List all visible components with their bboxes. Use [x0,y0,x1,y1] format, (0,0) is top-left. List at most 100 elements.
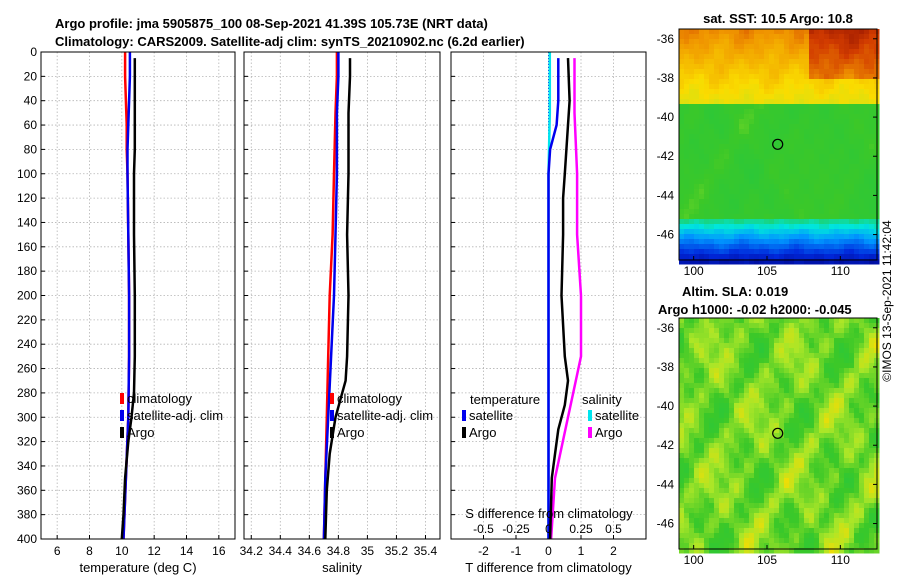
heatmap-cell [729,443,735,449]
heatmap-cell [759,104,765,110]
heatmap-cell [734,493,740,499]
heatmap-cell [719,44,725,50]
heatmap-cell [754,29,760,35]
heatmap-cell [769,513,775,519]
heatmap-cell [804,398,810,404]
heatmap-cell [724,174,730,180]
heatmap-cell [714,229,720,235]
heatmap-cell [804,114,810,120]
heatmap-cell [744,353,750,359]
heatmap-cell [694,124,700,130]
heatmap-cell [679,538,685,544]
heatmap-cell [769,418,775,424]
heatmap-cell [834,348,840,354]
heatmap-cell [679,254,685,260]
heatmap-cell [854,363,860,369]
heatmap-cell [789,229,795,235]
map-frame [678,317,878,550]
heatmap-cell [694,548,700,554]
heatmap-cell [819,54,825,60]
heatmap-cell [859,109,865,115]
heatmap-cell [709,468,715,474]
heatmap-cell [799,249,805,255]
heatmap-cell [819,229,825,235]
satellite-adj-line [122,52,132,540]
heatmap-cell [734,438,740,444]
heatmap-cell [709,39,715,45]
heatmap-cell [829,149,835,155]
heatmap-cell [729,59,735,65]
heatmap-cell [689,139,695,145]
heatmap-cell [739,244,745,250]
heatmap-cell [829,493,835,499]
heatmap-cell [869,84,875,90]
heatmap-cell [794,134,800,140]
heatmap-cell [779,508,785,514]
heatmap-cell [709,318,715,324]
heatmap-cell [679,328,685,334]
heatmap-cell [854,54,860,60]
heatmap-cell [729,438,735,444]
heatmap-cell [864,129,870,135]
heatmap-cell [799,413,805,419]
heatmap-cell [729,89,735,95]
heatmap-cell [689,548,695,554]
heatmap-cell [834,353,840,359]
heatmap-cell [814,154,820,160]
heatmap-cell [704,184,710,190]
heatmap-cell [724,523,730,529]
heatmap-cell [829,49,835,55]
heatmap-cell [679,528,685,534]
heatmap-cell [844,239,850,245]
heatmap-cell [679,463,685,469]
heatmap-cell [839,353,845,359]
heatmap-cell [739,234,745,240]
heatmap-cell [694,99,700,105]
heatmap-cell [734,528,740,534]
heatmap-cell [734,164,740,170]
heatmap-cell [869,224,875,230]
heatmap-cell [814,538,820,544]
heatmap-cell [714,49,720,55]
heatmap-cell [769,119,775,125]
heatmap-cell [694,353,700,359]
heatmap-cell [804,328,810,334]
heatmap-cell [864,104,870,110]
heatmap-cell [749,164,755,170]
heatmap-cell [789,403,795,409]
heatmap-cell [769,124,775,130]
heatmap-cell [819,463,825,469]
heatmap-cell [854,343,860,349]
heatmap-cell [819,169,825,175]
heatmap-cell [749,229,755,235]
heatmap-cell [714,224,720,230]
heatmap-cell [749,523,755,529]
heatmap-cell [734,443,740,449]
heatmap-cell [714,523,720,529]
heatmap-cell [774,348,780,354]
heatmap-cell [794,64,800,70]
heatmap-cell [729,84,735,90]
heatmap-cell [749,104,755,110]
heatmap-cell [779,199,785,205]
heatmap-cell [779,458,785,464]
heatmap-cell [789,29,795,35]
sla-map-title-2: Argo h1000: -0.02 h2000: -0.045 [658,302,852,317]
heatmap-cell [774,179,780,185]
heatmap-cell [864,79,870,85]
heatmap-cell [869,418,875,424]
heatmap-cell [794,44,800,50]
heatmap-cell [864,239,870,245]
heatmap-cell [744,114,750,120]
heatmap-cell [689,488,695,494]
heatmap-cell [704,119,710,125]
heatmap-cell [784,104,790,110]
heatmap-cell [749,358,755,364]
heatmap-cell [729,134,735,140]
heatmap-cell [844,224,850,230]
heatmap-cell [749,29,755,35]
heatmap-cell [794,204,800,210]
heatmap-cell [834,219,840,225]
heatmap-cell [724,179,730,185]
